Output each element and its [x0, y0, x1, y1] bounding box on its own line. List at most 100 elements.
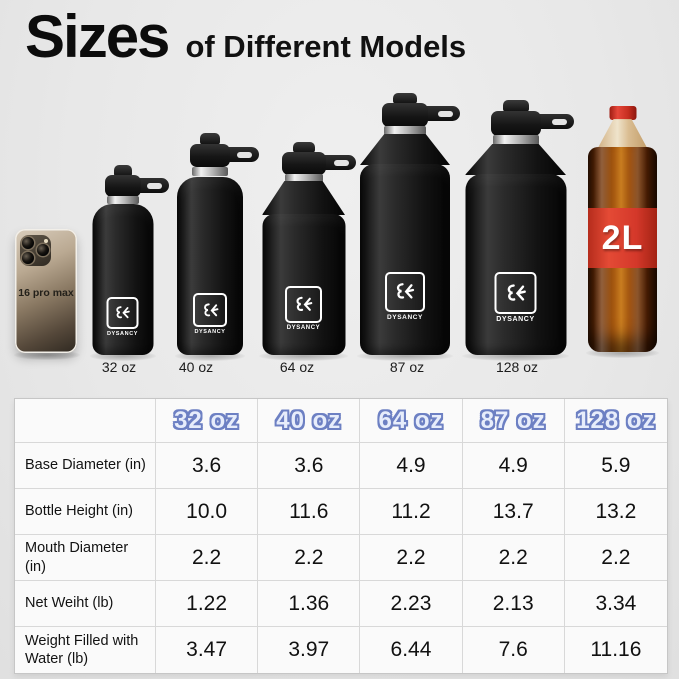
- bottle-body: DYSANCY: [465, 174, 566, 355]
- title-main: Sizes: [25, 3, 170, 70]
- table-value: 13.7: [462, 489, 565, 535]
- table-value: 3.97: [258, 627, 361, 673]
- table-value: 3.6: [258, 443, 361, 489]
- table-value: 2.13: [462, 581, 565, 627]
- size-comparison-table: 32 oz 40 oz 64 oz 87 oz 128 oz Base Diam…: [14, 398, 668, 674]
- row-label-mouth-diameter: Mouth Diameter (in): [15, 535, 156, 581]
- iphone-16-pro-max: 16 pro max: [15, 229, 77, 353]
- table-value: 11.6: [258, 489, 361, 535]
- table-value: 10.0: [156, 489, 259, 535]
- bottle-size-caption: 40 oz: [178, 359, 214, 375]
- bottle-cap-knob: [200, 133, 220, 145]
- bottle-32oz: DYSANCY: [92, 165, 169, 355]
- bottle-shadow: [175, 351, 245, 361]
- brand-logo: DYSANCY: [494, 272, 537, 323]
- table-value: 5.9: [564, 443, 667, 489]
- column-header-32oz: 32 oz: [156, 399, 259, 443]
- bottle-shadow: [462, 351, 569, 361]
- brand-name: DYSANCY: [286, 325, 321, 331]
- row-label-net-weight: Net Weiht (lb): [15, 581, 156, 627]
- bottle-cap: [281, 152, 326, 175]
- bottle-shoulder: [360, 134, 450, 165]
- table-value: 3.6: [156, 443, 259, 489]
- bottle-shoulder: [465, 144, 566, 175]
- bottle-body: DYSANCY: [262, 214, 345, 355]
- column-header-40oz: 40 oz: [258, 399, 361, 443]
- table-value: 2.2: [360, 535, 463, 581]
- bottle-shadow: [90, 351, 156, 361]
- bottle-shoulder: [262, 181, 345, 215]
- cola-shadow: [586, 348, 659, 358]
- brand-name: DYSANCY: [106, 331, 139, 337]
- bottle-shadow: [357, 351, 453, 361]
- table-value: 1.36: [258, 581, 361, 627]
- steel-ring: [492, 135, 539, 145]
- table-corner-cell: [15, 399, 156, 443]
- bottle-body: DYSANCY: [177, 177, 243, 355]
- bottle-size-caption: 32 oz: [101, 359, 137, 375]
- cola-body: 2L: [588, 147, 657, 352]
- bottle-cap: [104, 175, 141, 197]
- phone-camera-module: [20, 235, 51, 266]
- phone-shadow: [14, 350, 80, 360]
- table-value: 2.2: [258, 535, 361, 581]
- bottle-cap-knob: [292, 142, 315, 153]
- camera-flash-icon: [44, 239, 48, 243]
- brand-logo: DYSANCY: [385, 272, 425, 321]
- bottle-size-caption: 128 oz: [495, 359, 539, 375]
- table-value: 1.22: [156, 581, 259, 627]
- camera-lens-icon: [37, 244, 49, 256]
- title-sub: of Different Models: [185, 29, 467, 64]
- cola-neck: [597, 119, 648, 148]
- brand-name: DYSANCY: [496, 316, 535, 323]
- dysancy-logo-icon: [193, 293, 227, 327]
- row-label-base-diameter: Base Diameter (in): [15, 443, 156, 489]
- table-value: 3.47: [156, 627, 259, 673]
- bottle-cap-knob: [113, 165, 132, 177]
- bottle-128oz: DYSANCY: [465, 100, 574, 355]
- steel-ring: [284, 174, 323, 182]
- bottle-cap: [190, 144, 230, 167]
- bottle-64oz: DYSANCY: [262, 142, 356, 355]
- brand-logo: DYSANCY: [193, 293, 227, 335]
- brand-name: DYSANCY: [387, 314, 423, 321]
- table-value: 2.2: [462, 535, 565, 581]
- dysancy-logo-icon: [285, 286, 322, 323]
- table-value: 2.2: [156, 535, 259, 581]
- table-value: 4.9: [360, 443, 463, 489]
- cola-volume-text: 2L: [601, 218, 644, 257]
- table-value: 6.44: [360, 627, 463, 673]
- phone-model-label: 16 pro max: [18, 287, 74, 299]
- table-value: 2.2: [564, 535, 667, 581]
- bottle-cap: [382, 103, 428, 127]
- camera-lens-icon: [22, 237, 34, 249]
- column-header-64oz: 64 oz: [360, 399, 463, 443]
- dysancy-logo-icon: [494, 272, 537, 314]
- table-value: 2.23: [360, 581, 463, 627]
- row-label-bottle-height: Bottle Height (in): [15, 489, 156, 535]
- table-value: 3.34: [564, 581, 667, 627]
- column-header-87oz: 87 oz: [462, 399, 565, 443]
- table-value: 11.2: [360, 489, 463, 535]
- bottle-87oz: DYSANCY: [360, 93, 460, 355]
- camera-lens-icon: [22, 252, 34, 264]
- bottle-cap-knob: [502, 100, 529, 112]
- bottle-body: DYSANCY: [92, 204, 153, 355]
- brand-name: DYSANCY: [194, 329, 226, 335]
- table-value: 13.2: [564, 489, 667, 535]
- table-value: 4.9: [462, 443, 565, 489]
- bottle-size-caption: 64 oz: [279, 359, 315, 375]
- bottle-40oz: DYSANCY: [177, 133, 259, 355]
- brand-logo: DYSANCY: [285, 286, 322, 331]
- steel-ring: [106, 196, 139, 204]
- column-header-128oz: 128 oz: [564, 399, 667, 443]
- dysancy-logo-icon: [106, 297, 139, 329]
- dysancy-logo-icon: [385, 272, 425, 312]
- table-value: 7.6: [462, 627, 565, 673]
- bottle-cap: [490, 111, 541, 136]
- row-label-filled-weight: Weight Filled with Water (lb): [15, 627, 156, 673]
- bottle-cap-knob: [393, 93, 417, 104]
- steel-ring: [384, 126, 426, 135]
- bottle-shadow: [259, 351, 348, 361]
